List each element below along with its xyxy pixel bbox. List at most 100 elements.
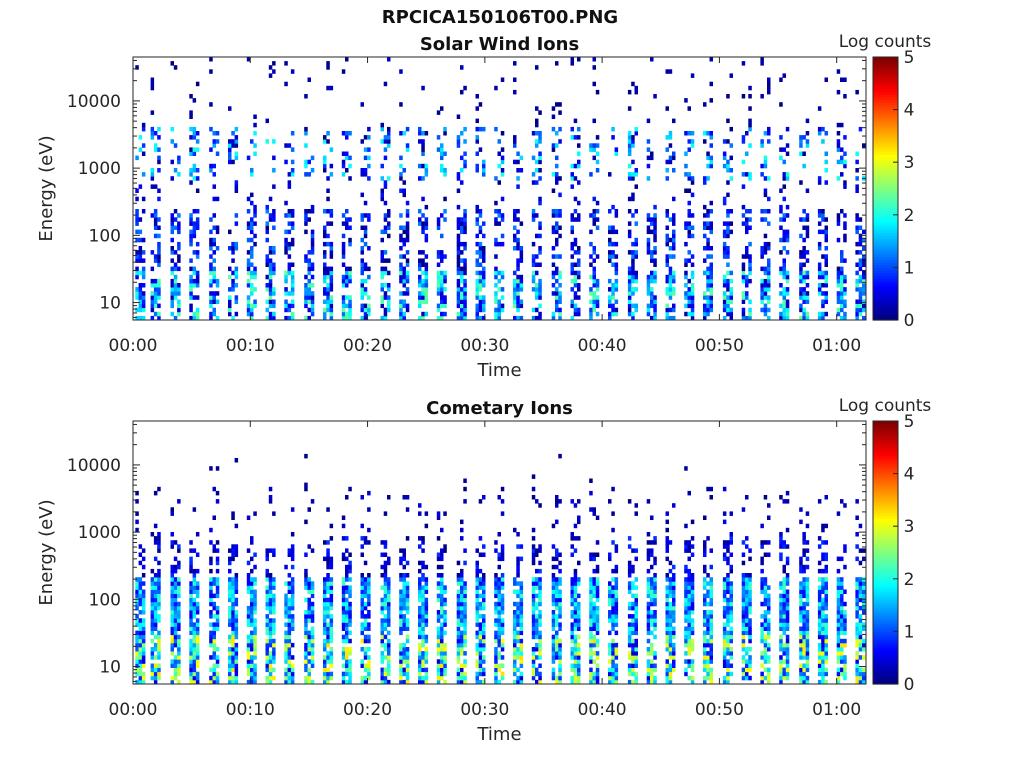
- spectrogram-cell: [141, 258, 146, 263]
- spectrogram-cell: [421, 143, 425, 148]
- spectrogram-cell: [272, 311, 276, 317]
- spectrogram-cell: [443, 622, 447, 627]
- spectrogram-cell: [246, 659, 251, 664]
- spectrogram-cell: [785, 307, 790, 313]
- spectrogram-cell: [253, 577, 257, 582]
- spectrogram-cell: [558, 568, 562, 574]
- spectrogram-cell: [436, 626, 441, 631]
- spectrogram-cell: [348, 155, 352, 161]
- spectrogram-cell: [402, 283, 406, 288]
- spectrogram-cell: [478, 278, 483, 284]
- spectrogram-cell: [672, 237, 676, 243]
- spectrogram-cell: [531, 180, 536, 185]
- spectrogram-cell: [399, 671, 403, 677]
- spectrogram-cell: [153, 291, 158, 296]
- spectrogram-cell: [475, 94, 479, 99]
- spectrogram-cell: [456, 172, 461, 177]
- spectrogram-cell: [290, 622, 295, 627]
- spectrogram-cell: [558, 102, 562, 107]
- spectrogram-cell: [558, 679, 562, 685]
- spectrogram-cell: [763, 287, 768, 292]
- spectrogram-cells: [135, 453, 866, 685]
- spectrogram-cell: [304, 295, 308, 300]
- spectrogram-cell: [326, 303, 330, 309]
- spectrogram-cell: [170, 61, 174, 66]
- spectrogram-cell: [760, 217, 764, 222]
- spectrogram-cell: [141, 237, 146, 243]
- spectrogram-cell: [360, 287, 364, 292]
- spectrogram-cell: [684, 634, 688, 640]
- spectrogram-cell: [763, 291, 768, 296]
- spectrogram-cell: [531, 486, 536, 492]
- spectrogram-cell: [231, 511, 235, 516]
- spectrogram-cell: [799, 180, 803, 185]
- spectrogram-cell: [779, 315, 783, 321]
- spectrogram-cell: [817, 213, 822, 218]
- spectrogram-cell: [538, 168, 542, 173]
- spectrogram-cell: [611, 614, 615, 619]
- spectrogram-cell: [290, 311, 295, 317]
- spectrogram-cell: [614, 651, 619, 656]
- spectrogram-cell: [763, 303, 768, 309]
- spectrogram-cell: [363, 626, 368, 631]
- spectrogram-cell: [460, 221, 464, 226]
- spectrogram-cell: [531, 581, 536, 586]
- spectrogram-cell: [192, 622, 197, 627]
- spectrogram-cell: [323, 655, 327, 660]
- spectrogram-cell: [440, 270, 444, 276]
- spectrogram-cell: [558, 110, 562, 115]
- spectrogram-cell: [323, 163, 327, 169]
- spectrogram-cell: [513, 601, 517, 607]
- spectrogram-cell: [709, 266, 713, 272]
- spectrogram-cell: [460, 597, 464, 603]
- spectrogram-cell: [538, 577, 542, 582]
- spectrogram-cell: [516, 262, 520, 267]
- spectrogram-cell: [380, 667, 384, 673]
- spectrogram-cell: [287, 172, 292, 177]
- spectrogram-cell: [513, 614, 517, 619]
- spectrogram-cell: [840, 299, 844, 304]
- spectrogram-cell: [228, 159, 232, 165]
- spectrogram-cell: [551, 315, 556, 321]
- spectrogram-cell: [862, 229, 866, 235]
- spectrogram-cell: [421, 540, 425, 545]
- spectrogram-cell: [709, 225, 713, 230]
- spectrogram-cell: [150, 610, 155, 615]
- spectrogram-cell: [380, 250, 384, 255]
- spectrogram-cell: [840, 283, 844, 288]
- spectrogram-cell: [782, 303, 786, 309]
- spectrogram-cell: [558, 283, 562, 288]
- spectrogram-cell: [836, 159, 841, 165]
- spectrogram-cell: [141, 597, 146, 603]
- spectrogram-cell: [558, 659, 562, 664]
- spectrogram-cell: [304, 634, 308, 640]
- spectrogram-cell: [440, 213, 444, 218]
- spectrogram-cell: [177, 499, 181, 504]
- spectrogram-cell: [494, 589, 498, 594]
- spectrogram-cell: [399, 614, 403, 619]
- spectrogram-cell: [326, 560, 330, 566]
- spectrogram-cell: [402, 274, 406, 280]
- spectrogram-cell: [538, 597, 542, 603]
- spectrogram-cell: [272, 651, 276, 656]
- spectrogram-cell: [513, 577, 517, 582]
- spectrogram-cell: [646, 213, 651, 218]
- spectrogram-cell: [519, 221, 524, 226]
- spectrogram-cell: [741, 221, 746, 226]
- spectrogram-cell: [307, 642, 311, 648]
- spectrogram-cell: [592, 270, 596, 276]
- colorbar-step: [873, 291, 898, 295]
- spectrogram-cell: [690, 131, 695, 136]
- spectrogram-cell: [360, 610, 364, 615]
- spectrogram-cell: [443, 548, 447, 553]
- spectrogram-cell: [672, 651, 676, 656]
- spectrogram-cell: [690, 254, 695, 259]
- spectrogram-cell: [443, 270, 447, 276]
- spectrogram-cell: [170, 221, 174, 226]
- spectrogram-cell: [494, 663, 498, 668]
- spectrogram-cell: [231, 642, 235, 648]
- spectrogram-cell: [627, 151, 632, 156]
- spectrogram-cell: [463, 85, 467, 91]
- spectrogram-cell: [535, 655, 539, 660]
- spectrogram-cell: [380, 679, 384, 685]
